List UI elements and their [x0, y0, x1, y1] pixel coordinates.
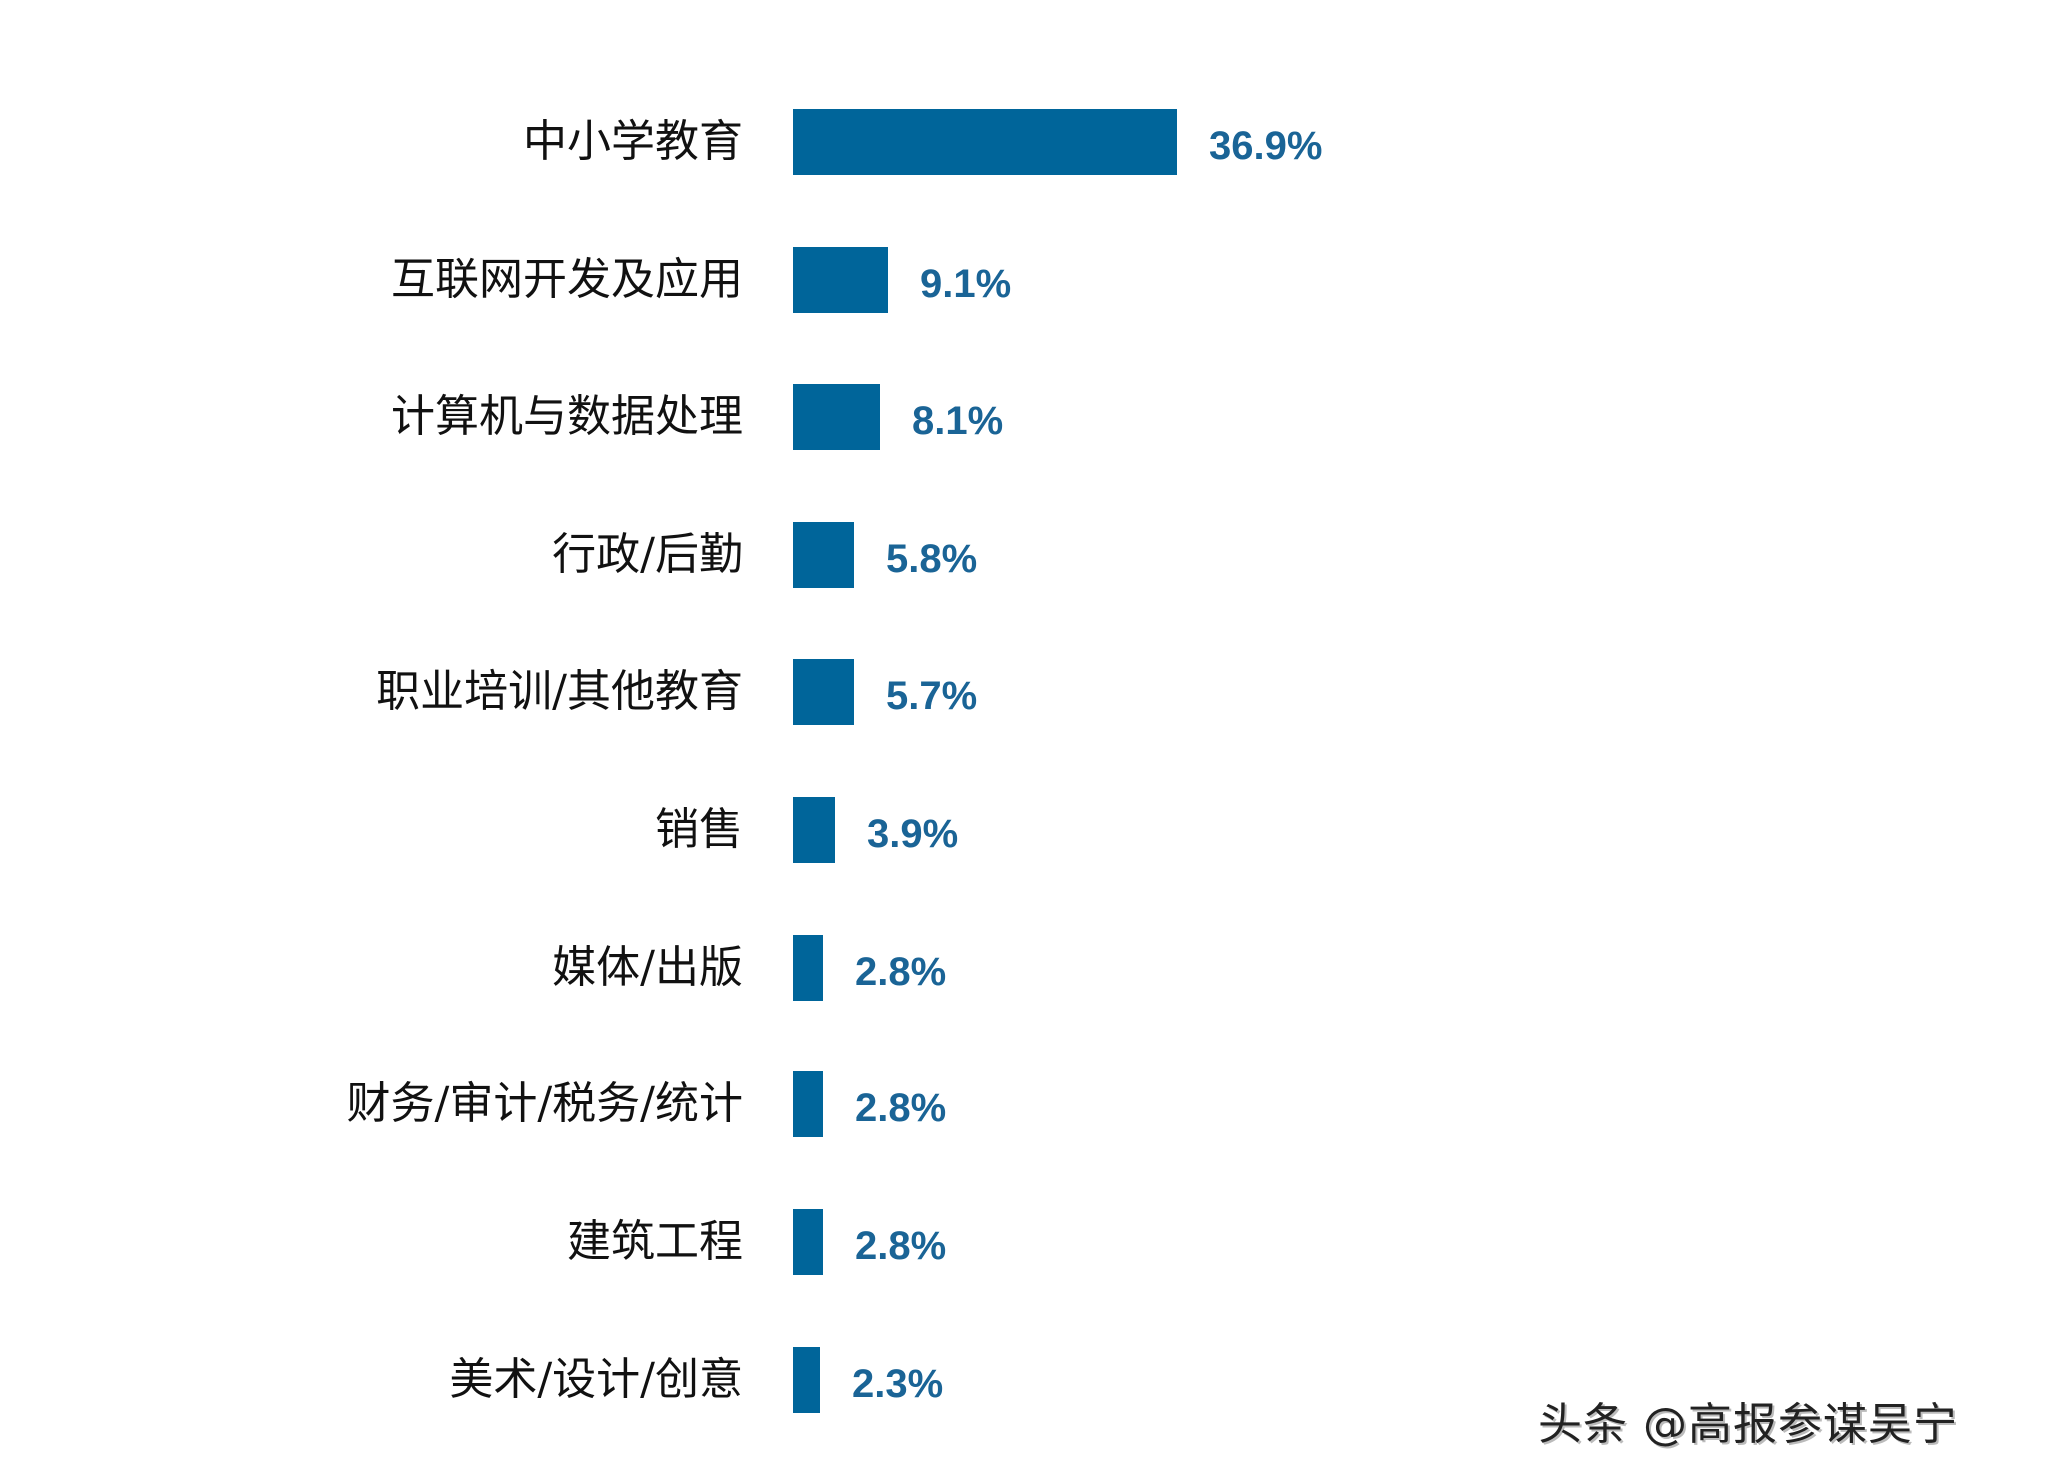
- bar: [793, 384, 880, 450]
- bar: [793, 247, 888, 313]
- category-label: 中小学教育: [523, 116, 743, 167]
- bar: [793, 659, 854, 725]
- bar: [793, 109, 1177, 175]
- value-label: 2.8%: [855, 1086, 947, 1130]
- chart-row: 互联网开发及应用 9.1%: [0, 247, 2048, 313]
- category-label: 建筑工程: [567, 1216, 743, 1267]
- category-label: 美术/设计/创意: [449, 1354, 743, 1405]
- watermark: 头条 @高报参谋吴宁: [1538, 1399, 1958, 1450]
- bar: [793, 1347, 820, 1413]
- chart-row: 美术/设计/创意 2.3%: [0, 1347, 2048, 1413]
- value-label: 5.7%: [886, 674, 978, 718]
- category-label: 销售: [655, 804, 743, 855]
- bar: [793, 1209, 823, 1275]
- bar: [793, 935, 823, 1001]
- chart-row: 中小学教育 36.9%: [0, 109, 2048, 175]
- chart-row: 行政/后勤 5.8%: [0, 522, 2048, 588]
- value-label: 2.3%: [852, 1362, 944, 1406]
- chart-row: 建筑工程 2.8%: [0, 1209, 2048, 1275]
- value-label: 36.9%: [1209, 124, 1323, 168]
- chart-row: 销售 3.9%: [0, 797, 2048, 863]
- value-label: 5.8%: [886, 537, 978, 581]
- chart-row: 财务/审计/税务/统计 2.8%: [0, 1071, 2048, 1137]
- value-label: 2.8%: [855, 950, 947, 994]
- value-label: 3.9%: [867, 812, 959, 856]
- chart-row: 职业培训/其他教育 5.7%: [0, 659, 2048, 725]
- category-label: 职业培训/其他教育: [376, 666, 743, 717]
- category-label: 计算机与数据处理: [391, 391, 743, 442]
- category-label: 互联网开发及应用: [391, 254, 743, 305]
- bar: [793, 797, 835, 863]
- chart-row: 媒体/出版 2.8%: [0, 935, 2048, 1001]
- value-label: 8.1%: [912, 399, 1004, 443]
- category-label: 媒体/出版: [552, 942, 743, 993]
- chart-row: 计算机与数据处理 8.1%: [0, 384, 2048, 450]
- bar: [793, 522, 854, 588]
- value-label: 2.8%: [855, 1224, 947, 1268]
- value-label: 9.1%: [920, 262, 1012, 306]
- bar: [793, 1071, 823, 1137]
- category-label: 财务/审计/税务/统计: [346, 1078, 743, 1129]
- category-label: 行政/后勤: [552, 529, 743, 580]
